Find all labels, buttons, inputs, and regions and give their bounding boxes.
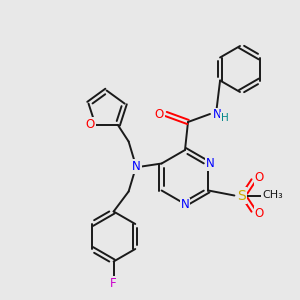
Text: F: F bbox=[110, 277, 117, 290]
Text: O: O bbox=[154, 109, 164, 122]
Text: CH₃: CH₃ bbox=[262, 190, 283, 200]
Text: N: N bbox=[132, 160, 141, 173]
Text: O: O bbox=[255, 171, 264, 184]
Text: H: H bbox=[221, 113, 229, 123]
Text: S: S bbox=[237, 188, 246, 203]
Text: N: N bbox=[206, 157, 215, 170]
Text: O: O bbox=[255, 207, 264, 220]
Text: O: O bbox=[86, 118, 95, 131]
Text: N: N bbox=[213, 109, 221, 122]
Text: N: N bbox=[181, 199, 189, 212]
